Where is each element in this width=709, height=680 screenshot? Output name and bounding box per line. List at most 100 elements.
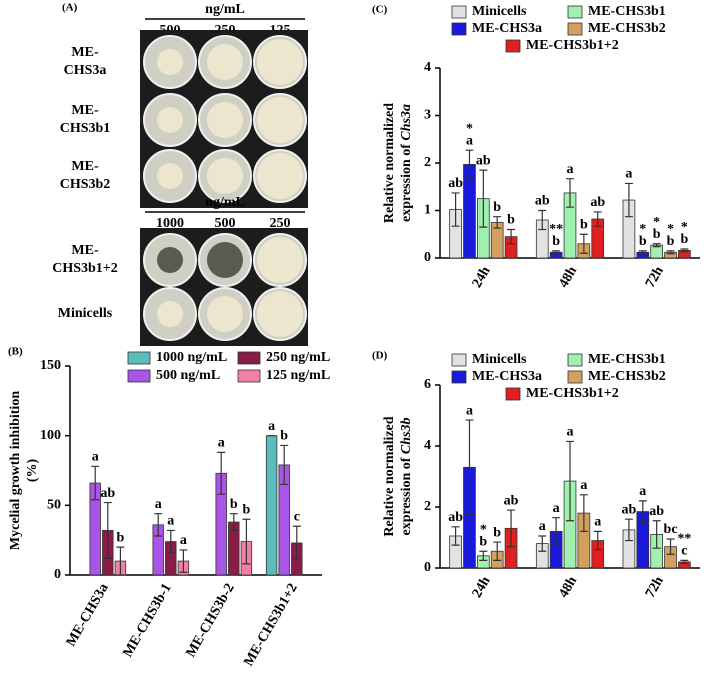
error-bar [624,518,633,542]
significance-letter: a [92,450,99,465]
colony [257,97,303,143]
error-bar [624,182,633,218]
legend-label: ME-CHS3b1 [588,352,666,367]
significance-letter: ab [535,194,550,209]
significance-letter: a [553,501,560,516]
error-bar [566,178,574,208]
y-axis-label: (%) [25,459,40,483]
legend-swatch [451,22,467,36]
legend-label: 500 ng/mL [156,368,220,383]
significance-letter: a [580,478,587,493]
y-tick-label: 3 [424,108,431,123]
x-tick-label: 24h [470,574,494,601]
error-bar [593,211,602,227]
error-bar [179,549,188,573]
significance-letter: a [594,515,601,530]
legend-swatch [237,351,261,365]
significance-letter: b [653,227,661,242]
significance-letter: a [218,436,225,451]
error-bar [680,248,689,253]
dose-label: 500 [215,216,236,231]
significance-letter: a [539,519,546,534]
x-tick-label: 24h [470,264,494,291]
y-axis-label-text: Relative normalized [382,103,397,223]
significance-letter: a [180,533,187,548]
x-tick-label: ME-CHS3b1+2 [241,581,300,669]
significance-letter: b [280,429,288,444]
row-label: CHS3a [64,63,107,78]
error-bar [493,216,502,229]
error-bar [652,520,661,549]
significance-letter: ab [476,153,491,168]
legend-swatch [451,370,467,384]
legend-label: ME-CHS3b2 [588,21,666,36]
y-tick-label: 4 [424,438,431,453]
significance-letter: ab [590,195,605,210]
significance-letter: ab [649,504,664,519]
colony [207,296,243,332]
x-tick-label: 48h [556,264,580,291]
error-bar [507,228,516,245]
y-tick-label: 2 [424,155,431,170]
significance-letter: a [567,425,574,440]
significance-letter: a [567,162,574,177]
significance-letter: b [230,497,238,512]
error-bar [579,233,588,254]
dose-label: 1000 [156,216,184,231]
significance-letter: b [493,200,501,215]
significance-letter: a [167,514,174,529]
legend-swatch [567,22,583,36]
significance-letter: ab [504,493,519,508]
error-bar [638,500,647,523]
legend-label: ME-CHS3b1+2 [526,386,619,401]
y-axis-label-text: expression of [399,457,414,535]
error-bar [116,546,125,576]
significance-letter: c [294,509,300,524]
legend-label: 250 ng/mL [266,350,330,365]
row-label: CHS3b1+2 [52,261,118,276]
significance-letter: a [639,484,646,499]
error-bar [166,529,175,554]
significance-letter: b [493,525,501,540]
bar [265,435,278,576]
legend-swatch [567,5,583,19]
x-tick-label: 72h [643,574,667,601]
legend-label: ME-CHS3b1 [588,4,666,19]
y-axis-label: expression of Chs3a [399,104,414,222]
significance-letter: b [507,213,515,228]
significance-letter: ab [100,486,115,501]
significance-letter: b [552,234,560,249]
significance-letter: a [466,133,473,148]
x-tick-label: ME-CHS3b-1 [121,581,175,660]
legend-swatch [505,39,521,53]
significance-stars: * [480,522,487,537]
significance-stars: * [639,222,646,237]
y-tick-label: 0 [54,567,61,582]
legend-swatch [127,351,151,365]
y-axis-label-text: expression of [399,144,414,222]
legend-label: Minicells [472,4,527,19]
y-tick-label: 1 [424,203,431,218]
error-bar [638,250,647,255]
y-tick-label: 4 [424,60,431,75]
y-axis-label: Mycelial growth inhibition [8,391,23,550]
legend-swatch [567,353,583,367]
significance-letter: ab [622,502,637,517]
error-bar [465,419,474,516]
significance-letter: b [667,234,675,249]
legend-swatch [567,370,583,384]
significance-stars: ** [549,222,563,237]
error-bar [538,535,547,552]
y-axis-label-gene: Chs3a [399,104,414,141]
dose-unit: ng/mL [205,195,245,210]
error-bar [538,209,547,231]
error-bar [479,550,488,561]
y-tick-label: 150 [40,358,61,373]
panel-label: (A) [62,2,78,14]
legend-label: ME-CHS3a [472,369,542,384]
significance-stars: * [681,220,688,235]
row-label: ME- [71,103,99,118]
error-bar [593,530,602,551]
error-bar [451,192,460,227]
significance-letter: b [681,232,689,247]
